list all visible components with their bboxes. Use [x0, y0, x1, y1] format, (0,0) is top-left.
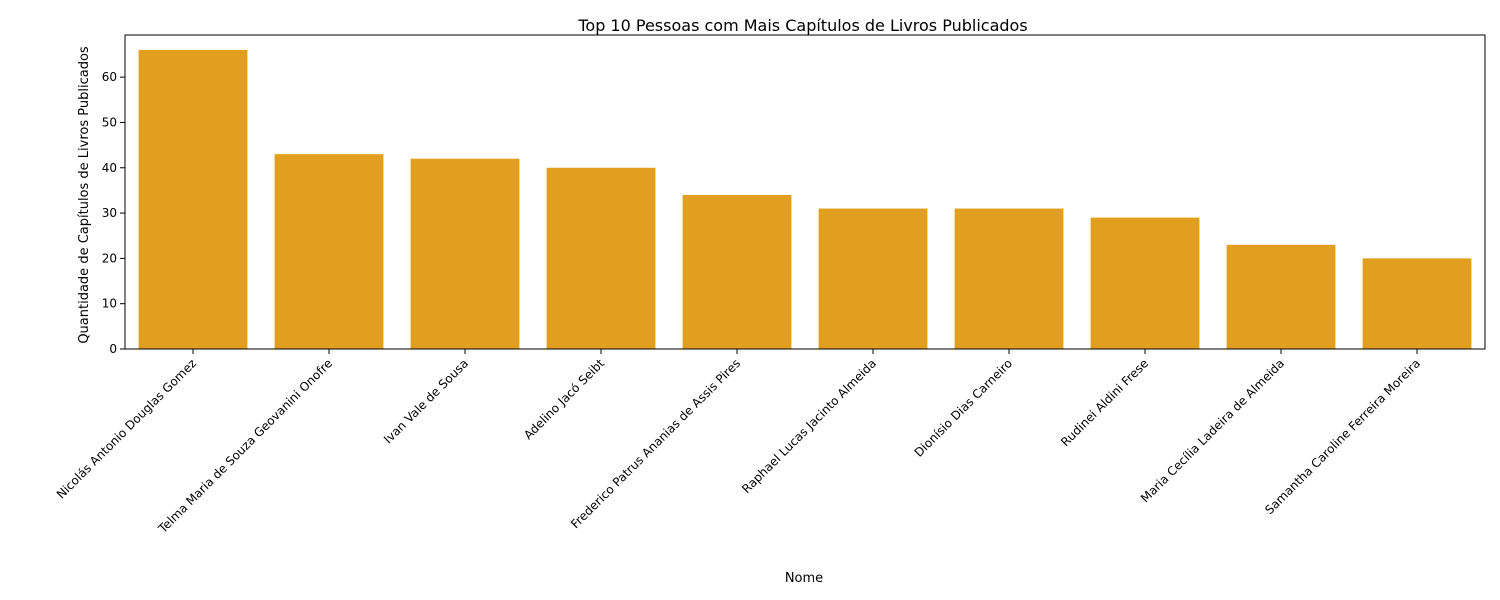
bars-group — [138, 49, 1472, 349]
bar-10 — [1362, 258, 1472, 349]
y-tick-label-60: 60 — [102, 70, 117, 84]
x-tick-label-7: Dionísio Dias Carneiro — [912, 356, 1016, 460]
bar-9 — [1226, 244, 1336, 349]
y-tick-label-40: 40 — [102, 161, 117, 175]
x-tick-label-1: Nicolás Antonio Douglas Gomez — [54, 356, 199, 501]
bar-7 — [954, 208, 1064, 349]
bar-8 — [1090, 217, 1200, 349]
y-tick-label-0: 0 — [109, 342, 117, 356]
x-tick-label-10: Samantha Caroline Ferreira Moreira — [1262, 356, 1423, 517]
bar-2 — [274, 154, 384, 349]
y-tick-label-20: 20 — [102, 251, 117, 265]
x-axis-label: Nome — [785, 571, 823, 586]
bar-1 — [138, 49, 248, 349]
plot-frame — [124, 34, 1486, 350]
x-tick-label-8: Rudinei Aldini Frese — [1058, 356, 1151, 449]
x-tick-label-4: Adelino Jacó Seibt — [521, 356, 607, 442]
y-tick-label-50: 50 — [102, 115, 117, 129]
x-tick-label-9: Maria Cecília Ladeira de Almeida — [1138, 356, 1287, 505]
chart-title: Top 10 Pessoas com Mais Capítulos de Liv… — [577, 16, 1027, 35]
y-tick-label-10: 10 — [102, 297, 117, 311]
y-tick-label-30: 30 — [102, 206, 117, 220]
y-axis-label: Quantidade de Capítulos de Livros Public… — [77, 46, 92, 344]
x-tick-label-6: Raphael Lucas Jacinto Almeida — [739, 356, 879, 496]
x-tick-label-2: Telma Maria de Souza Geovanini Onofre — [155, 356, 335, 536]
x-tick-label-5: Frederico Patrus Ananias de Assis Pires — [568, 356, 743, 531]
bar-5 — [682, 194, 792, 349]
bar-4 — [546, 167, 656, 349]
y-axis: 0 10 20 30 40 50 60 — [102, 70, 125, 356]
x-tick-label-3: Ivan Vale de Sousa — [381, 356, 471, 446]
bar-6 — [818, 208, 928, 349]
bar-3 — [410, 158, 520, 349]
